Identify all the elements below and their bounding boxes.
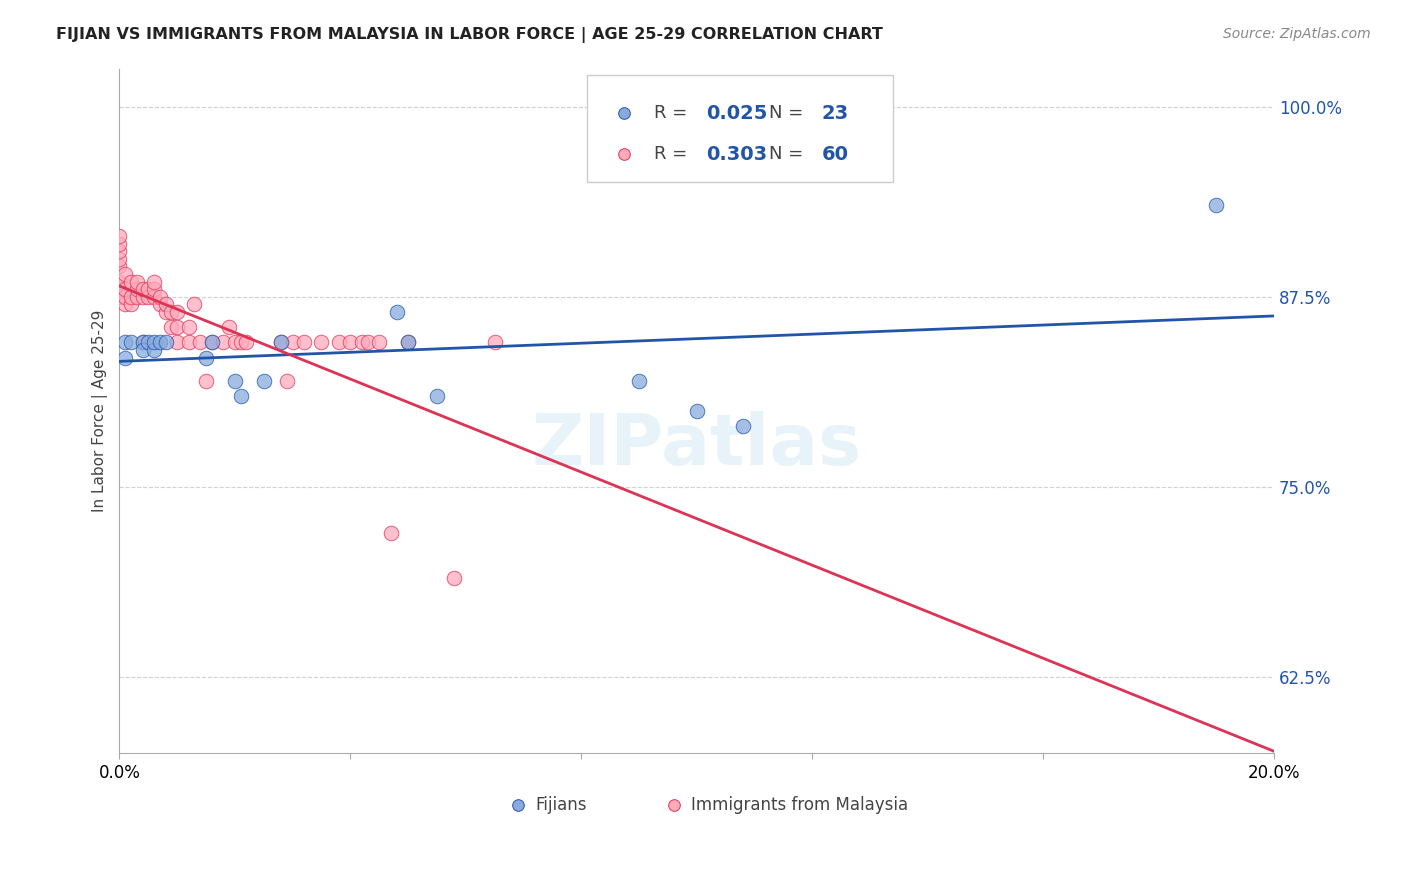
Text: ZIPatlas: ZIPatlas <box>531 410 862 480</box>
Point <box>229 389 252 403</box>
Point <box>177 335 200 350</box>
Point <box>108 244 131 259</box>
Point <box>143 275 166 289</box>
Text: R =: R = <box>654 104 693 122</box>
Point <box>120 297 142 311</box>
Point <box>339 335 361 350</box>
Text: Immigrants from Malaysia: Immigrants from Malaysia <box>690 796 908 814</box>
Point <box>143 343 166 357</box>
Text: R =: R = <box>654 145 693 163</box>
Point <box>281 335 304 350</box>
Point <box>224 374 246 388</box>
Point <box>166 305 188 319</box>
Point <box>380 525 402 540</box>
Point <box>125 282 148 296</box>
Point <box>328 335 350 350</box>
Point <box>108 252 131 266</box>
Point <box>155 297 177 311</box>
Point <box>224 335 246 350</box>
Point <box>160 305 183 319</box>
Point <box>114 290 136 304</box>
Point <box>114 351 136 365</box>
Point <box>108 260 131 274</box>
Text: 23: 23 <box>821 103 848 122</box>
Point <box>188 335 211 350</box>
Point <box>311 335 333 350</box>
Point <box>131 335 153 350</box>
Point <box>396 335 419 350</box>
Point <box>125 275 148 289</box>
Point <box>149 290 172 304</box>
Point <box>385 305 408 319</box>
Point <box>426 389 449 403</box>
Point <box>686 404 709 418</box>
Point <box>270 335 292 350</box>
Point <box>125 290 148 304</box>
Point <box>368 335 391 350</box>
Point <box>120 290 142 304</box>
Point <box>166 320 188 334</box>
Point <box>201 335 224 350</box>
Point <box>120 335 142 350</box>
Text: 0.025: 0.025 <box>706 103 768 122</box>
Point <box>201 335 224 350</box>
Point <box>276 374 298 388</box>
Point <box>136 335 159 350</box>
Point <box>136 282 159 296</box>
Point <box>195 374 218 388</box>
Text: FIJIAN VS IMMIGRANTS FROM MALAYSIA IN LABOR FORCE | AGE 25-29 CORRELATION CHART: FIJIAN VS IMMIGRANTS FROM MALAYSIA IN LA… <box>56 27 883 43</box>
FancyBboxPatch shape <box>588 75 893 181</box>
Point <box>120 275 142 289</box>
Point <box>131 290 153 304</box>
Point <box>350 335 373 350</box>
Point <box>108 236 131 251</box>
Point <box>114 297 136 311</box>
Point <box>627 374 650 388</box>
Point <box>443 571 465 585</box>
Point <box>149 297 172 311</box>
Point <box>155 335 177 350</box>
Point <box>1205 198 1227 212</box>
Point <box>108 275 131 289</box>
Point <box>270 335 292 350</box>
Point <box>235 335 257 350</box>
Point <box>108 290 131 304</box>
Point <box>396 335 419 350</box>
Text: 60: 60 <box>821 145 848 163</box>
Point <box>114 267 136 281</box>
Point <box>218 320 240 334</box>
Point <box>143 282 166 296</box>
Point <box>114 282 136 296</box>
Point <box>136 290 159 304</box>
Text: Source: ZipAtlas.com: Source: ZipAtlas.com <box>1223 27 1371 41</box>
Text: N =: N = <box>769 145 810 163</box>
Point <box>114 335 136 350</box>
Point <box>108 282 131 296</box>
Point <box>160 320 183 334</box>
Point <box>143 290 166 304</box>
Point <box>166 335 188 350</box>
Point <box>131 335 153 350</box>
Point <box>253 374 276 388</box>
Text: Fijians: Fijians <box>536 796 586 814</box>
Point <box>131 282 153 296</box>
Point <box>292 335 315 350</box>
Point <box>195 351 218 365</box>
Point <box>484 335 506 350</box>
Point <box>183 297 205 311</box>
Point <box>149 335 172 350</box>
Point <box>229 335 252 350</box>
Point <box>155 305 177 319</box>
Point <box>131 343 153 357</box>
Point <box>143 335 166 350</box>
Text: N =: N = <box>769 104 810 122</box>
Point <box>177 320 200 334</box>
Text: 0.303: 0.303 <box>706 145 768 163</box>
Point <box>731 419 754 434</box>
Point <box>108 228 131 243</box>
Point <box>212 335 235 350</box>
Y-axis label: In Labor Force | Age 25-29: In Labor Force | Age 25-29 <box>93 310 108 512</box>
Point <box>356 335 378 350</box>
